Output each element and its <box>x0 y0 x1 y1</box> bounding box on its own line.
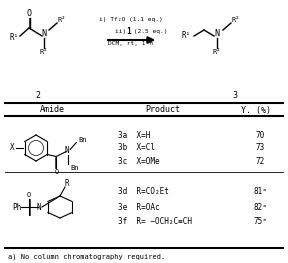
Text: DCM, rt, 1 h: DCM, rt, 1 h <box>109 41 154 45</box>
Text: 72: 72 <box>255 156 265 165</box>
Text: N: N <box>65 146 70 155</box>
Text: 3a  X=H: 3a X=H <box>118 130 150 139</box>
Text: R: R <box>65 180 69 189</box>
Text: 3d  R=CO₂Et: 3d R=CO₂Et <box>118 188 169 196</box>
Text: 3b  X=Cl: 3b X=Cl <box>118 144 155 153</box>
Text: Bn: Bn <box>78 136 87 143</box>
Text: 3c  X=OMe: 3c X=OMe <box>118 156 160 165</box>
Text: Y. (%): Y. (%) <box>241 105 271 114</box>
Text: i) Tf₂O (1.1 eq.): i) Tf₂O (1.1 eq.) <box>99 17 163 22</box>
Text: N: N <box>41 29 46 38</box>
Text: Product: Product <box>145 105 181 114</box>
Text: 3: 3 <box>232 90 238 99</box>
Text: N: N <box>215 29 219 38</box>
Text: R¹: R¹ <box>10 33 19 43</box>
Text: O: O <box>54 169 58 174</box>
Text: 75ᵃ: 75ᵃ <box>253 218 267 226</box>
Text: Amide: Amide <box>39 105 65 114</box>
Text: Bn: Bn <box>70 164 79 170</box>
Text: O: O <box>26 8 31 18</box>
Text: 1: 1 <box>126 27 131 36</box>
Text: 81ᵃ: 81ᵃ <box>253 188 267 196</box>
Text: (2.5 eq.): (2.5 eq.) <box>130 28 168 33</box>
Text: a) No column chromatography required.: a) No column chromatography required. <box>8 254 165 260</box>
Text: 82ᵃ: 82ᵃ <box>253 203 267 211</box>
Text: R²: R² <box>213 49 221 55</box>
Text: 3e  R=OAc: 3e R=OAc <box>118 203 160 211</box>
Text: Ph: Ph <box>12 203 21 211</box>
Text: X: X <box>10 144 14 153</box>
Text: N: N <box>37 203 41 211</box>
Text: R²: R² <box>40 49 48 55</box>
Text: ii): ii) <box>115 28 130 33</box>
Text: 73: 73 <box>255 144 265 153</box>
Text: R¹: R¹ <box>181 32 191 41</box>
Text: O: O <box>27 192 31 198</box>
Text: 3f  R= −OCH₂C≡CH: 3f R= −OCH₂C≡CH <box>118 218 192 226</box>
Text: 70: 70 <box>255 130 265 139</box>
Text: 2: 2 <box>35 90 41 99</box>
Text: R²: R² <box>232 17 240 23</box>
Text: R²: R² <box>58 17 66 23</box>
